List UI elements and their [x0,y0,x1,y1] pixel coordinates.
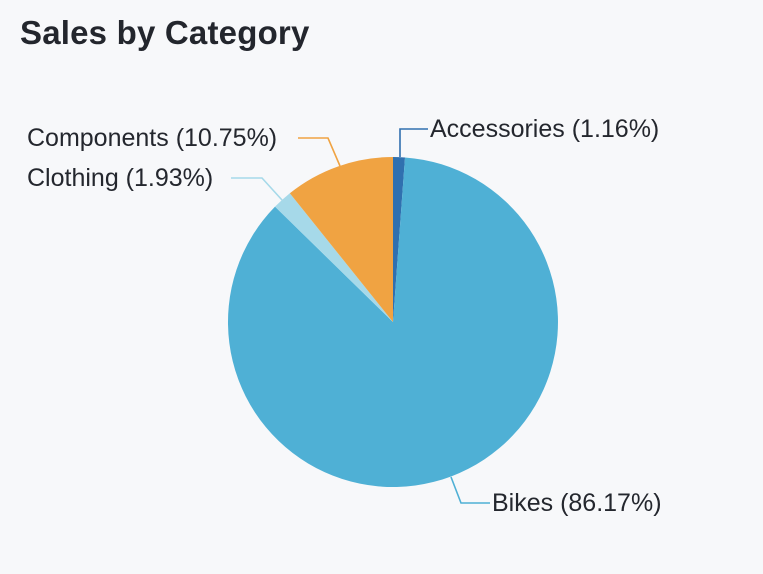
pie-slice-clothing[interactable] [275,193,393,322]
slice-label-components: Components (10.75%) [27,124,278,152]
pie-slice-components[interactable] [289,157,393,322]
chart-title: Sales by Category [20,14,310,51]
leader-line-components [298,137,341,167]
slice-label-clothing: Clothing (1.93%) [27,164,214,192]
leader-line-bikes [450,476,490,504]
slice-label-accessories: Accessories (1.16%) [430,115,660,143]
leader-line-clothing [231,177,283,201]
pie-slice-accessories[interactable] [393,157,406,322]
leader-line-accessories [399,128,428,157]
slice-label-bikes: Bikes (86.17%) [492,489,662,517]
pie-slice-bikes[interactable] [227,157,558,488]
